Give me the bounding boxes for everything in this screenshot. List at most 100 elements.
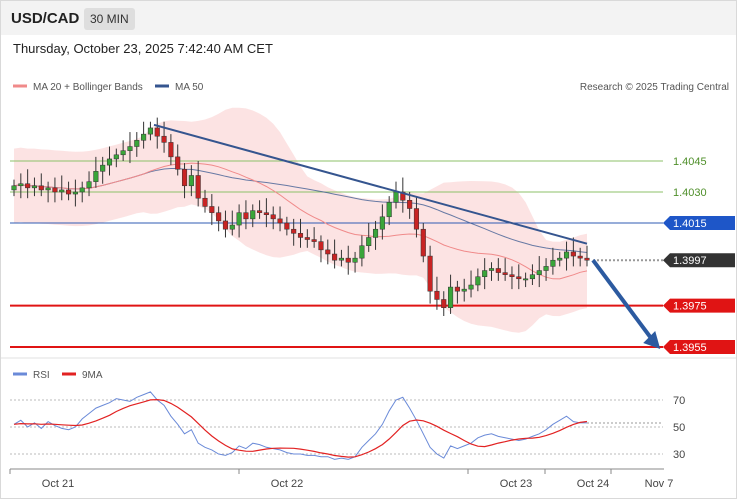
- candle-body: [461, 288, 467, 292]
- candle-body: [45, 187, 51, 191]
- candle-body: [557, 257, 563, 261]
- candle-body: [448, 286, 454, 308]
- chart-header: USD/CAD 30 MIN: [1, 1, 736, 35]
- candle-body: [113, 154, 119, 160]
- candle-body: [270, 214, 276, 220]
- candle-body: [434, 290, 440, 300]
- candle-body: [420, 228, 426, 257]
- candle-body: [195, 175, 201, 199]
- candle-body: [550, 259, 556, 267]
- candle-body: [482, 270, 488, 277]
- candle-body: [359, 245, 365, 259]
- rsi-ma9-line: [13, 398, 588, 458]
- time-label-4: Nov 7: [645, 478, 674, 490]
- candle-body: [168, 142, 174, 158]
- candle-body: [175, 156, 181, 170]
- candle-body: [563, 251, 570, 259]
- candle-body: [243, 212, 249, 220]
- level-label-2: 1.4015: [673, 218, 707, 230]
- candle-body: [386, 202, 392, 218]
- candle-body: [229, 224, 235, 230]
- candle-body: [277, 218, 283, 224]
- rsi-level-label-50: 50: [673, 422, 685, 434]
- candle-body: [31, 185, 38, 189]
- candle-body: [366, 237, 372, 246]
- candle-body: [543, 266, 549, 271]
- candle-body: [147, 127, 153, 135]
- rsi-legend-label: RSI: [33, 370, 50, 381]
- candle-body: [427, 255, 433, 292]
- candle-body: [188, 175, 194, 187]
- level-tag-5: [663, 340, 735, 354]
- candle-body: [106, 158, 113, 166]
- candle-body: [393, 191, 399, 203]
- candle-body: [86, 181, 92, 189]
- candle-body: [509, 274, 515, 277]
- candle-body: [66, 189, 72, 195]
- ma20-line: [13, 162, 588, 280]
- candle-body: [72, 191, 78, 195]
- level-tag-4: [663, 298, 735, 313]
- candle-body: [250, 210, 256, 220]
- time-label-1: Oct 22: [271, 478, 303, 490]
- rsi-line: [13, 391, 587, 460]
- level-tag-3: [663, 253, 735, 268]
- candle-body: [345, 257, 351, 263]
- candle-body: [304, 237, 310, 240]
- ma20-legend-label: MA 20 + Bollinger Bands: [33, 82, 143, 93]
- candle-body: [318, 241, 324, 251]
- candle-body: [79, 187, 85, 193]
- candle-body: [475, 276, 481, 286]
- candle-body: [202, 197, 208, 207]
- candle-body: [338, 257, 344, 261]
- candle-body: [100, 164, 106, 172]
- candle-body: [127, 146, 133, 151]
- candle-body: [134, 140, 140, 147]
- candle-body: [209, 206, 215, 213]
- level-label-0: 1.4045: [673, 156, 707, 168]
- candle-body: [495, 268, 501, 273]
- candle-body: [263, 212, 269, 215]
- time-label-0: Oct 21: [42, 478, 74, 490]
- candle-body: [468, 284, 474, 290]
- chart-timestamp: Thursday, October 23, 2025 7:42:40 AM CE…: [13, 41, 273, 56]
- candle-body: [11, 185, 17, 191]
- trendline: [153, 123, 588, 245]
- candle-body: [441, 299, 447, 308]
- candle-body: [523, 278, 529, 281]
- candle-body: [236, 212, 242, 226]
- ma50-legend-label: MA 50: [175, 82, 204, 93]
- candle-body: [502, 272, 508, 275]
- level-label-4: 1.3975: [673, 301, 707, 313]
- candle-body: [284, 222, 290, 230]
- candle-body: [516, 276, 522, 280]
- source-credit: Research © 2025 Trading Central: [580, 82, 729, 93]
- candle-body: [216, 212, 222, 222]
- candle-body: [59, 189, 65, 193]
- candle-body: [577, 255, 583, 259]
- candle-body: [297, 233, 304, 238]
- candle-body: [400, 191, 406, 201]
- candle-body: [291, 228, 297, 234]
- level-label-1: 1.4030: [673, 187, 707, 199]
- candle-body: [454, 286, 460, 292]
- candle-body: [222, 220, 229, 230]
- candle-body: [372, 228, 379, 238]
- candle-body: [413, 208, 420, 230]
- level-label-3: 1.3997: [673, 255, 707, 267]
- timeframe-badge[interactable]: 30 MIN: [84, 8, 135, 30]
- candle-body: [407, 200, 413, 209]
- candle-body: [379, 216, 385, 230]
- candle-body: [93, 171, 99, 182]
- time-label-3: Oct 24: [577, 478, 609, 490]
- candle-body: [332, 253, 338, 261]
- candle-body: [18, 183, 24, 187]
- candle-body: [38, 185, 44, 191]
- ma9-legend-label: 9MA: [82, 370, 103, 381]
- rsi-level-label-70: 70: [673, 395, 685, 407]
- projection-arrow: [591, 259, 655, 343]
- candle-body: [325, 249, 331, 255]
- candle-body: [529, 274, 535, 280]
- candle-body: [584, 257, 590, 261]
